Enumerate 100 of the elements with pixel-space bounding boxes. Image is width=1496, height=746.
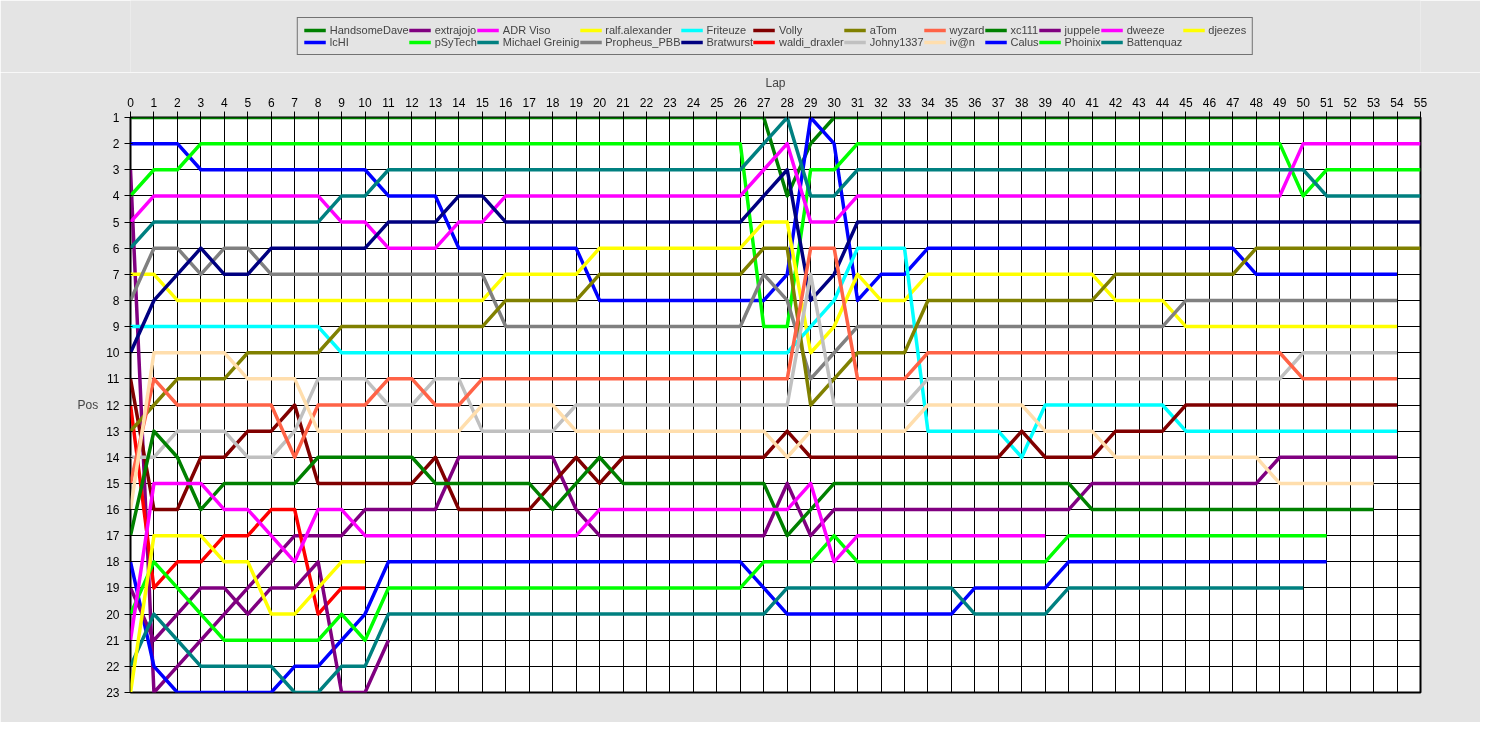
- line-series: [130, 220, 1399, 355]
- y-tick-label: 14: [106, 450, 120, 465]
- x-tick-label: 47: [1226, 95, 1240, 110]
- line-series: [130, 481, 1047, 642]
- x-tick-label: 11: [382, 95, 396, 110]
- line-series: [130, 533, 367, 693]
- legend-label: wyzard: [949, 24, 985, 36]
- x-tick-label: 19: [569, 95, 584, 110]
- legend-label: Calus: [1010, 36, 1039, 48]
- y-tick-label: 6: [112, 241, 120, 256]
- x-tick-label: 27: [757, 95, 771, 110]
- x-tick-label: 4: [220, 95, 228, 110]
- x-tick-label: 31: [850, 95, 865, 110]
- x-tick-label: 3: [197, 95, 205, 110]
- y-tick-label: 20: [106, 607, 120, 622]
- x-tick-label: 13: [428, 95, 443, 110]
- legend-label: juppele: [1064, 24, 1101, 36]
- y-tick-label: 21: [106, 633, 120, 648]
- x-tick-label: 48: [1249, 95, 1264, 110]
- line-series: [130, 377, 1399, 512]
- x-tick-label: 21: [616, 95, 631, 110]
- line-series: [130, 350, 1376, 512]
- line-series: [130, 117, 1421, 250]
- x-tick-label: 2: [174, 95, 182, 110]
- x-tick-label: 37: [991, 95, 1006, 110]
- y-tick-label: 16: [106, 503, 120, 518]
- line-series: [130, 246, 1399, 381]
- y-tick-label: 15: [106, 476, 120, 491]
- x-tick-label: 10: [358, 95, 373, 110]
- x-tick-label: 28: [780, 95, 795, 110]
- line-series: [130, 168, 1421, 355]
- x-tick-label: 55: [1413, 95, 1428, 110]
- y-tick-label: 4: [112, 189, 120, 204]
- x-tick-label: 5: [244, 95, 252, 110]
- x-tick-label: 51: [1320, 95, 1334, 110]
- x-tick-label: 17: [522, 95, 537, 110]
- x-tick-label: 41: [1085, 95, 1100, 110]
- x-tick-label: 33: [897, 95, 912, 110]
- x-tick-label: 24: [686, 95, 701, 110]
- y-tick-label: 22: [106, 659, 120, 674]
- x-tick-label: 15: [475, 95, 490, 110]
- legend-label: pSyTech: [434, 36, 477, 48]
- y-tick-label: 2: [112, 137, 120, 152]
- x-tick-label: 53: [1366, 95, 1381, 110]
- legend-label: waldi_draxler: [778, 36, 844, 48]
- x-tick-label: 22: [639, 95, 654, 110]
- x-tick-label: 29: [804, 95, 818, 110]
- y-axis-title: Pos: [77, 398, 99, 412]
- line-series: [130, 141, 1421, 329]
- legend-label: Volly: [778, 24, 803, 36]
- x-tick-label: 18: [546, 95, 560, 110]
- x-tick-label: 12: [405, 95, 419, 110]
- y-tick-label: 18: [106, 555, 120, 570]
- legend-label: Michael Greinig: [502, 36, 580, 48]
- y-tick-label: 13: [106, 424, 120, 439]
- y-tick-label: 11: [107, 372, 120, 387]
- y-tick-label: 3: [112, 163, 120, 178]
- line-series: [130, 560, 1329, 693]
- x-tick-label: 32: [874, 95, 889, 110]
- y-tick-label: 1: [112, 111, 120, 125]
- x-axis-title: Lap: [765, 75, 786, 90]
- legend-label: ralf.alexander: [605, 24, 672, 36]
- y-tick-label: 10: [106, 346, 120, 361]
- x-tick-label: 54: [1390, 95, 1405, 110]
- x-tick-label: 46: [1202, 95, 1217, 110]
- x-tick-label: 35: [944, 95, 959, 110]
- legend-label: Johny1337: [869, 36, 924, 48]
- y-tick-label: 8: [112, 293, 120, 308]
- legend-label: lcHI: [329, 36, 350, 48]
- legend-label: iv@n: [949, 36, 975, 48]
- line-series: [130, 429, 1376, 538]
- x-tick-label: 36: [968, 95, 982, 110]
- x-tick-label: 7: [291, 95, 299, 110]
- x-tick-label: 6: [267, 95, 275, 110]
- legend-label: Propheus_PBB: [605, 36, 681, 48]
- y-tick-label: 19: [106, 581, 120, 596]
- x-tick-label: 38: [1015, 95, 1029, 110]
- legend-label: djeezes: [1208, 24, 1247, 36]
- legend-label: extrajojo: [434, 24, 477, 36]
- x-tick-label: 34: [921, 95, 935, 110]
- x-tick-label: 23: [663, 95, 677, 110]
- x-tick-label: 8: [314, 95, 322, 110]
- y-tick-label: 12: [106, 398, 120, 413]
- line-series: [130, 141, 1421, 250]
- legend-label: aTom: [869, 24, 897, 36]
- legend-label: Bratwurst: [706, 36, 753, 48]
- x-tick-label: 39: [1038, 95, 1053, 110]
- y-tick-label: 9: [112, 320, 120, 335]
- legend-label: Phoinix: [1064, 36, 1101, 48]
- x-tick-label: 49: [1273, 95, 1287, 110]
- x-tick-label: 43: [1132, 95, 1147, 110]
- line-series: [130, 586, 1305, 693]
- x-tick-label: 25: [710, 95, 724, 110]
- x-tick-label: 50: [1296, 95, 1311, 110]
- x-tick-label: 20: [592, 95, 607, 110]
- legend-label: ADR Viso: [502, 24, 551, 36]
- y-tick-label: 23: [106, 686, 120, 700]
- line-series: [130, 533, 1329, 642]
- y-tick-label: 17: [106, 529, 120, 544]
- x-tick-label: 44: [1155, 95, 1170, 110]
